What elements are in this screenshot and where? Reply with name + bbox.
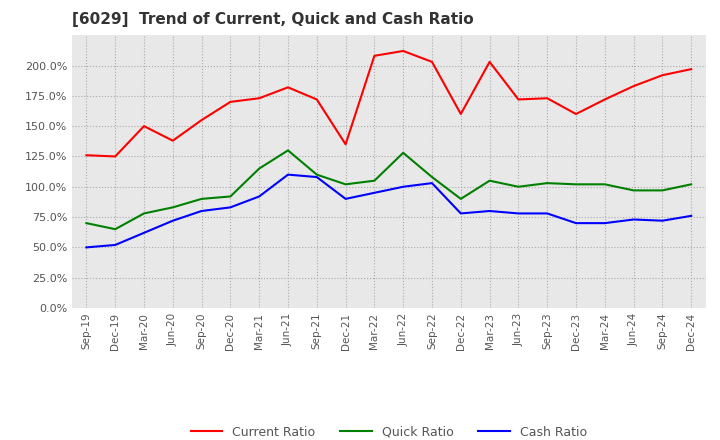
Legend: Current Ratio, Quick Ratio, Cash Ratio: Current Ratio, Quick Ratio, Cash Ratio — [186, 421, 592, 440]
Current Ratio — [456, 111, 465, 117]
Current Ratio — [111, 154, 120, 159]
Current Ratio — [197, 117, 206, 123]
Current Ratio — [572, 111, 580, 117]
Cash Ratio — [168, 218, 177, 224]
Current Ratio — [370, 53, 379, 59]
Current Ratio — [168, 138, 177, 143]
Quick Ratio — [485, 178, 494, 183]
Cash Ratio — [341, 196, 350, 202]
Text: [6029]  Trend of Current, Quick and Cash Ratio: [6029] Trend of Current, Quick and Cash … — [72, 12, 474, 27]
Cash Ratio — [514, 211, 523, 216]
Quick Ratio — [370, 178, 379, 183]
Current Ratio — [312, 97, 321, 102]
Quick Ratio — [629, 188, 638, 193]
Cash Ratio — [572, 220, 580, 226]
Quick Ratio — [341, 182, 350, 187]
Quick Ratio — [687, 182, 696, 187]
Cash Ratio — [600, 220, 609, 226]
Cash Ratio — [399, 184, 408, 189]
Quick Ratio — [543, 180, 552, 186]
Quick Ratio — [197, 196, 206, 202]
Current Ratio — [629, 84, 638, 89]
Quick Ratio — [168, 205, 177, 210]
Quick Ratio — [600, 182, 609, 187]
Cash Ratio — [255, 194, 264, 199]
Cash Ratio — [197, 209, 206, 214]
Current Ratio — [658, 73, 667, 78]
Cash Ratio — [687, 213, 696, 219]
Cash Ratio — [140, 230, 148, 235]
Cash Ratio — [543, 211, 552, 216]
Current Ratio — [82, 153, 91, 158]
Cash Ratio — [658, 218, 667, 224]
Cash Ratio — [629, 217, 638, 222]
Current Ratio — [255, 95, 264, 101]
Current Ratio — [284, 84, 292, 90]
Current Ratio — [341, 142, 350, 147]
Cash Ratio — [226, 205, 235, 210]
Line: Cash Ratio: Cash Ratio — [86, 175, 691, 247]
Cash Ratio — [456, 211, 465, 216]
Quick Ratio — [399, 150, 408, 155]
Cash Ratio — [485, 209, 494, 214]
Line: Current Ratio: Current Ratio — [86, 51, 691, 157]
Current Ratio — [399, 48, 408, 54]
Quick Ratio — [428, 174, 436, 180]
Quick Ratio — [312, 172, 321, 177]
Quick Ratio — [82, 220, 91, 226]
Quick Ratio — [255, 166, 264, 171]
Cash Ratio — [284, 172, 292, 177]
Quick Ratio — [140, 211, 148, 216]
Current Ratio — [140, 124, 148, 129]
Quick Ratio — [226, 194, 235, 199]
Quick Ratio — [658, 188, 667, 193]
Cash Ratio — [370, 190, 379, 195]
Cash Ratio — [312, 174, 321, 180]
Current Ratio — [600, 97, 609, 102]
Line: Quick Ratio: Quick Ratio — [86, 150, 691, 229]
Current Ratio — [428, 59, 436, 65]
Quick Ratio — [514, 184, 523, 189]
Quick Ratio — [572, 182, 580, 187]
Cash Ratio — [111, 242, 120, 248]
Cash Ratio — [428, 180, 436, 186]
Current Ratio — [226, 99, 235, 105]
Current Ratio — [543, 95, 552, 101]
Current Ratio — [514, 97, 523, 102]
Current Ratio — [485, 59, 494, 65]
Quick Ratio — [456, 196, 465, 202]
Cash Ratio — [82, 245, 91, 250]
Quick Ratio — [111, 227, 120, 232]
Current Ratio — [687, 66, 696, 72]
Quick Ratio — [284, 148, 292, 153]
